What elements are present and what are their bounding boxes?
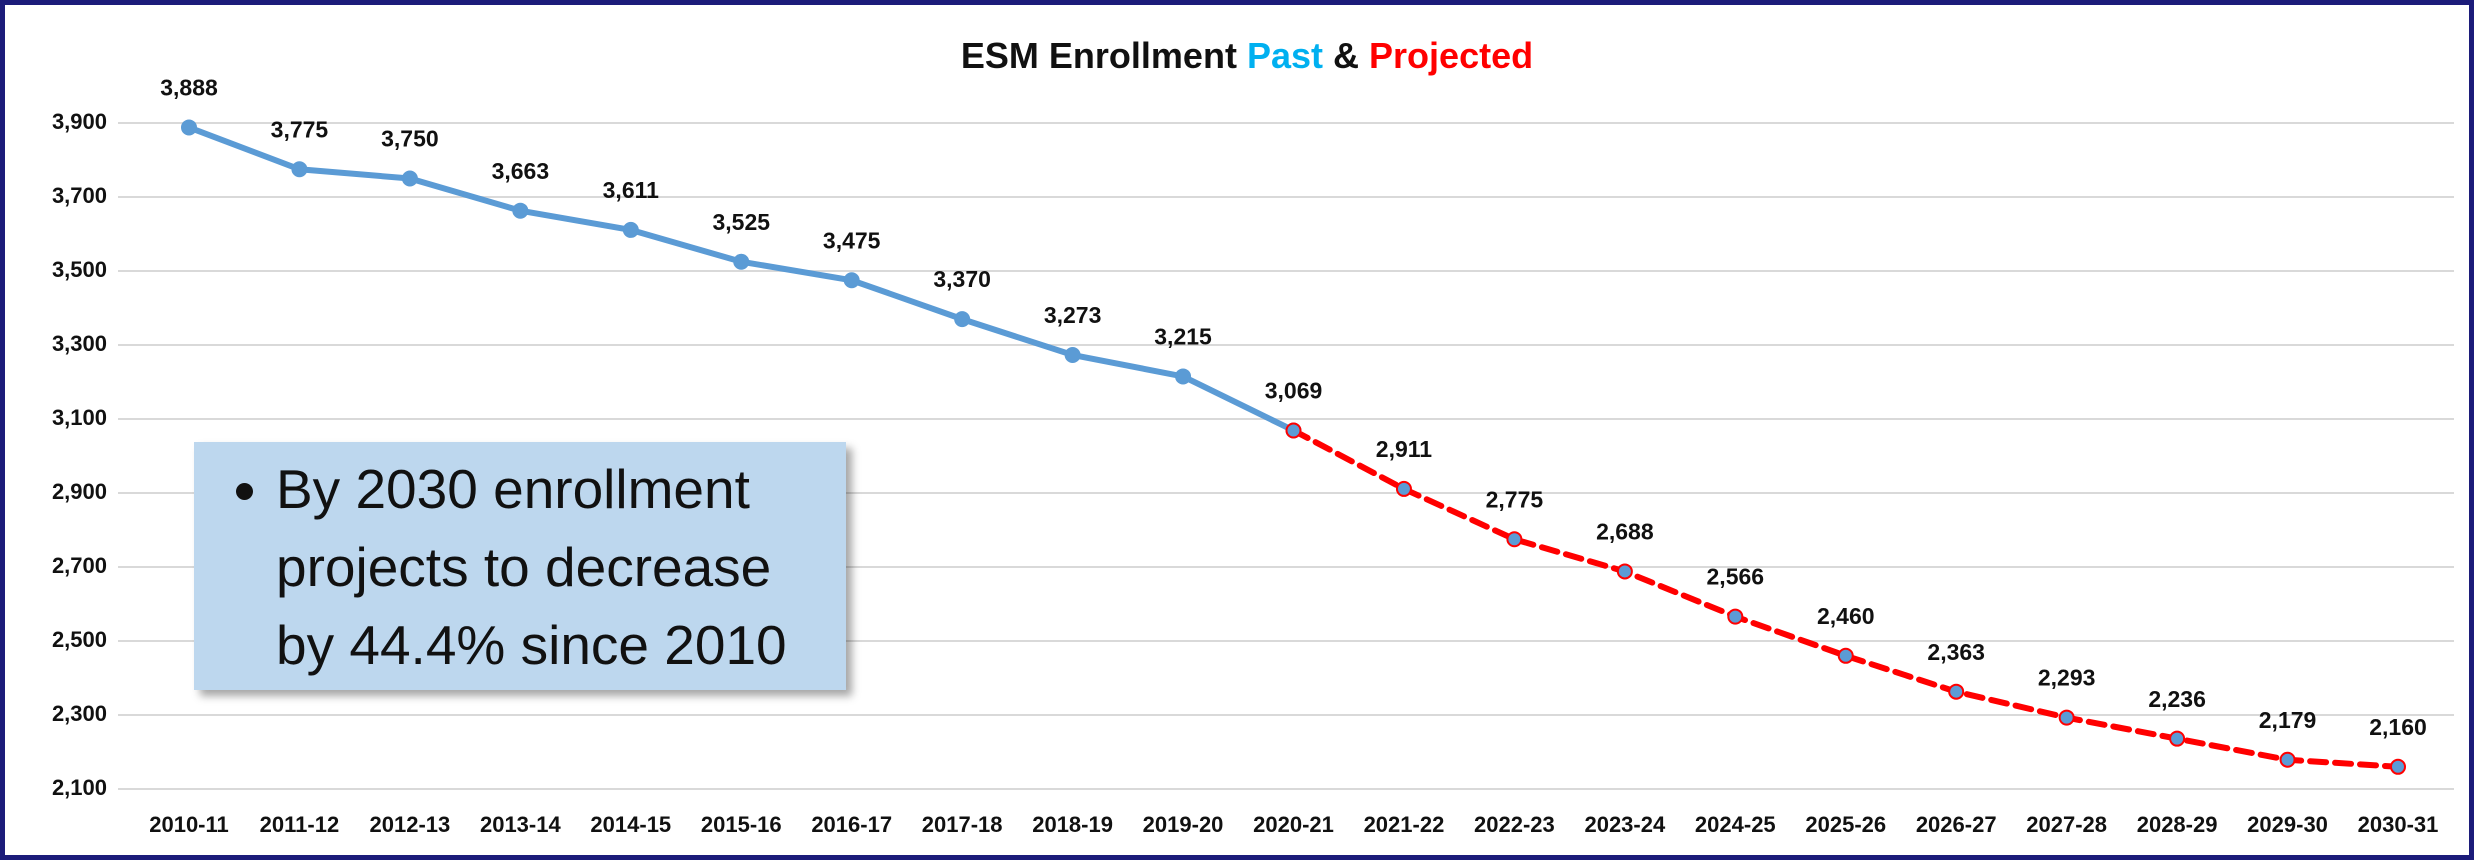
data-point [1285,422,1302,439]
data-label: 2,363 [1927,639,1985,665]
data-label: 2,160 [2369,714,2427,740]
data-point [2390,758,2406,775]
x-tick-label: 2013-14 [480,812,562,837]
title-projected: Projected [1369,35,1533,76]
data-label: 3,663 [492,158,550,184]
x-tick-label: 2028-29 [2137,812,2218,837]
data-point [1616,563,1633,580]
data-point [1506,531,1523,548]
data-label: 2,566 [1707,564,1765,590]
y-tick-label: 2,700 [52,553,107,578]
data-point [733,253,750,270]
x-tick-label: 2019-20 [1143,812,1224,837]
chart-title: ESM Enrollment Past & Projected [961,35,1533,76]
x-tick-label: 2025-26 [1805,812,1886,837]
x-tick-label: 2023-24 [1584,812,1666,837]
data-point [1727,608,1744,625]
data-label: 2,293 [2038,665,2096,691]
x-tick-label: 2027-28 [2026,812,2107,837]
data-label: 3,888 [160,75,218,101]
x-tick-label: 2020-21 [1253,812,1334,837]
x-tick-label: 2018-19 [1032,812,1113,837]
title-joiner: & [1333,35,1359,76]
data-label: 2,460 [1817,603,1875,629]
data-label: 2,775 [1486,486,1544,512]
data-label: 2,236 [2148,686,2206,712]
data-point [2169,730,2186,747]
data-point [401,170,418,187]
x-tick-label: 2029-30 [2247,812,2328,837]
x-tick-label: 2021-22 [1364,812,1445,837]
data-point [1175,368,1192,385]
data-label: 2,688 [1596,519,1654,545]
series-line [186,124,1297,434]
data-point [2279,751,2296,768]
data-point [622,221,639,238]
data-label: 3,370 [933,266,991,292]
data-label: 3,475 [823,227,881,253]
data-label: 3,069 [1265,378,1323,404]
title-past: Past [1247,35,1323,76]
annotation: By 2030 enrollment projects to decrease … [276,450,826,684]
x-tick-label: 2026-27 [1916,812,1997,837]
data-point [291,161,308,178]
x-tick-label: 2012-13 [370,812,451,837]
data-point [1837,647,1854,664]
y-tick-label: 3,500 [52,257,107,282]
x-tick-label: 2011-12 [260,812,340,837]
x-tick-label: 2014-15 [590,812,671,837]
y-tick-label: 3,900 [52,109,107,134]
y-tick-label: 3,100 [52,405,107,430]
data-label: 2,179 [2259,707,2317,733]
x-tick-label: 2022-23 [1474,812,1555,837]
x-tick-label: 2010-11 [149,812,229,837]
data-point [181,119,197,136]
data-label: 3,525 [712,209,770,235]
y-tick-label: 2,100 [52,775,107,800]
y-tick-label: 3,700 [52,183,107,208]
y-tick-label: 2,900 [52,479,107,504]
series-line [1290,427,2401,770]
data-label: 3,611 [603,177,659,203]
x-tick-label: 2024-25 [1695,812,1776,837]
x-tick-label: 2017-18 [922,812,1003,837]
data-label: 3,273 [1044,302,1102,328]
data-point [954,311,971,328]
y-tick-label: 3,300 [52,331,107,356]
data-point [1395,480,1412,497]
x-tick-label: 2015-16 [701,812,782,837]
data-point [1064,346,1081,363]
y-tick-label: 2,300 [52,701,107,726]
x-tick-label: 2030-31 [2358,812,2439,837]
data-label: 3,215 [1154,324,1212,350]
data-label: 2,911 [1376,436,1432,462]
title-main: ESM Enrollment [961,35,1237,76]
chart-frame [5,5,2469,855]
data-point [1948,683,1965,700]
data-label: 3,750 [381,126,439,152]
annotation-box: By 2030 enrollment projects to decrease … [194,442,846,690]
data-point [2058,709,2075,726]
y-tick-label: 2,500 [52,627,107,652]
data-point [512,202,529,219]
x-tick-label: 2016-17 [811,812,892,837]
data-point [843,272,860,289]
data-label: 3,775 [271,116,329,142]
